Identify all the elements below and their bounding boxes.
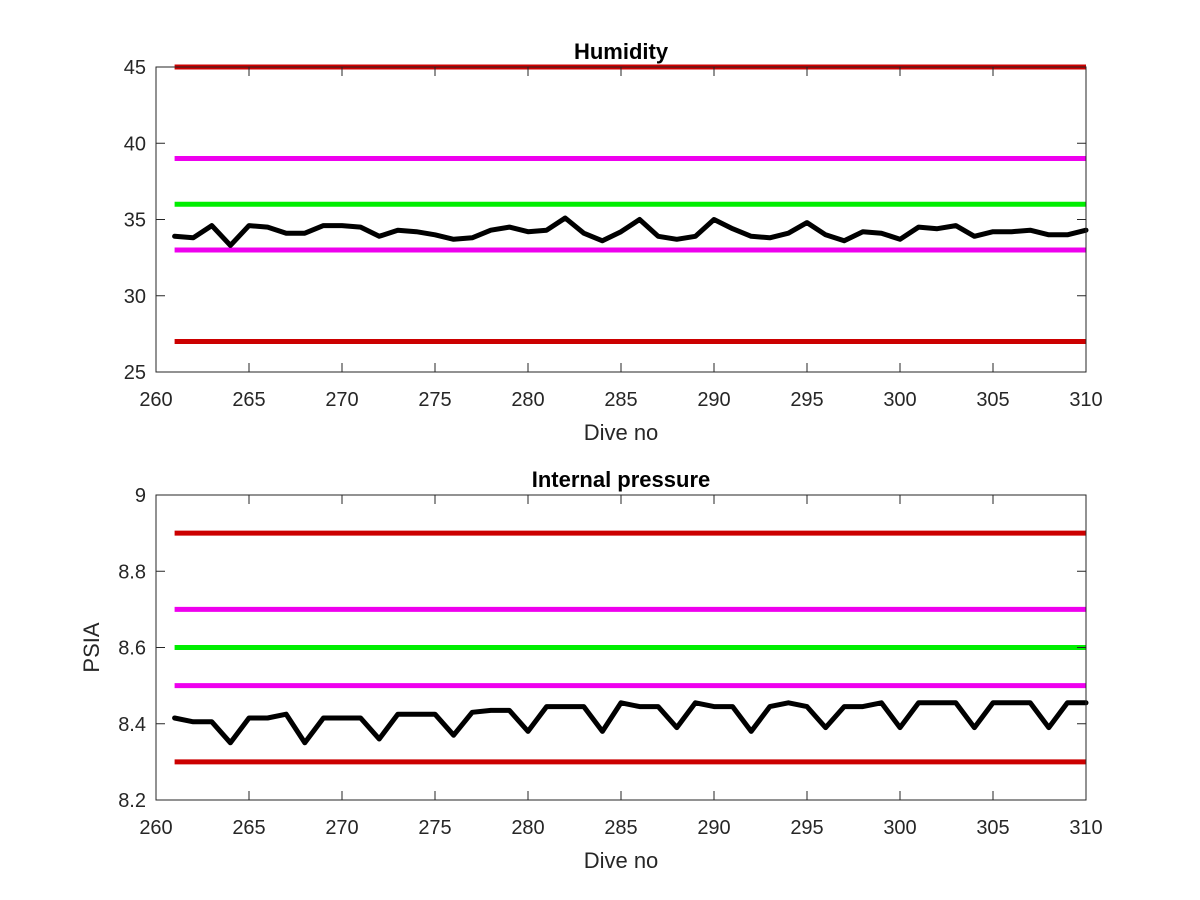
x-tick-label: 290	[697, 817, 730, 839]
x-tick-label: 310	[1069, 389, 1102, 411]
y-tick-label: 35	[124, 210, 146, 232]
x-tick-label: 290	[697, 389, 730, 411]
y-tick-label: 8.4	[118, 714, 146, 736]
x-tick-label: 275	[418, 389, 451, 411]
x-tick-label: 300	[883, 389, 916, 411]
y-tick-label: 25	[124, 362, 146, 384]
plot-area	[156, 67, 1086, 372]
x-tick-label: 300	[883, 817, 916, 839]
x-tick-label: 275	[418, 817, 451, 839]
x-tick-label: 280	[511, 389, 544, 411]
chart-title: Internal pressure	[532, 467, 711, 492]
y-axis-label: PSIA	[79, 622, 104, 672]
chart-1: 260 265 270 275 280 285 290 295 300 305 310 25 30 35 4…	[124, 39, 1103, 445]
y-tick-label: 8.8	[118, 561, 146, 583]
x-axis-label: Dive no	[584, 848, 659, 873]
y-tick-label: 40	[124, 133, 146, 155]
x-tick-label: 270	[325, 817, 358, 839]
series-line	[172, 215, 1089, 248]
series-line	[172, 700, 1089, 746]
x-tick-label: 260	[139, 817, 172, 839]
y-tick-label: 45	[124, 57, 146, 79]
chart-title: Humidity	[574, 39, 669, 64]
x-tick-label: 285	[604, 817, 637, 839]
x-tick-label: 295	[790, 389, 823, 411]
x-tick-label: 305	[976, 389, 1009, 411]
y-tick-label: 8.2	[118, 790, 146, 812]
x-tick-label: 265	[232, 817, 265, 839]
x-tick-label: 265	[232, 389, 265, 411]
x-tick-label: 285	[604, 389, 637, 411]
y-tick-label: 30	[124, 286, 146, 308]
y-tick-label: 9	[135, 485, 146, 507]
y-tick-label: 8.6	[118, 638, 146, 660]
x-tick-label: 270	[325, 389, 358, 411]
x-tick-label: 305	[976, 817, 1009, 839]
x-tick-label: 310	[1069, 817, 1102, 839]
x-tick-label: 295	[790, 817, 823, 839]
chart-2: 260 265 270 275 280 285 290 295 300 305 310 8.2 8.4 8…	[79, 467, 1103, 873]
x-tick-label: 260	[139, 389, 172, 411]
x-axis-label: Dive no	[584, 420, 659, 445]
x-tick-label: 280	[511, 817, 544, 839]
